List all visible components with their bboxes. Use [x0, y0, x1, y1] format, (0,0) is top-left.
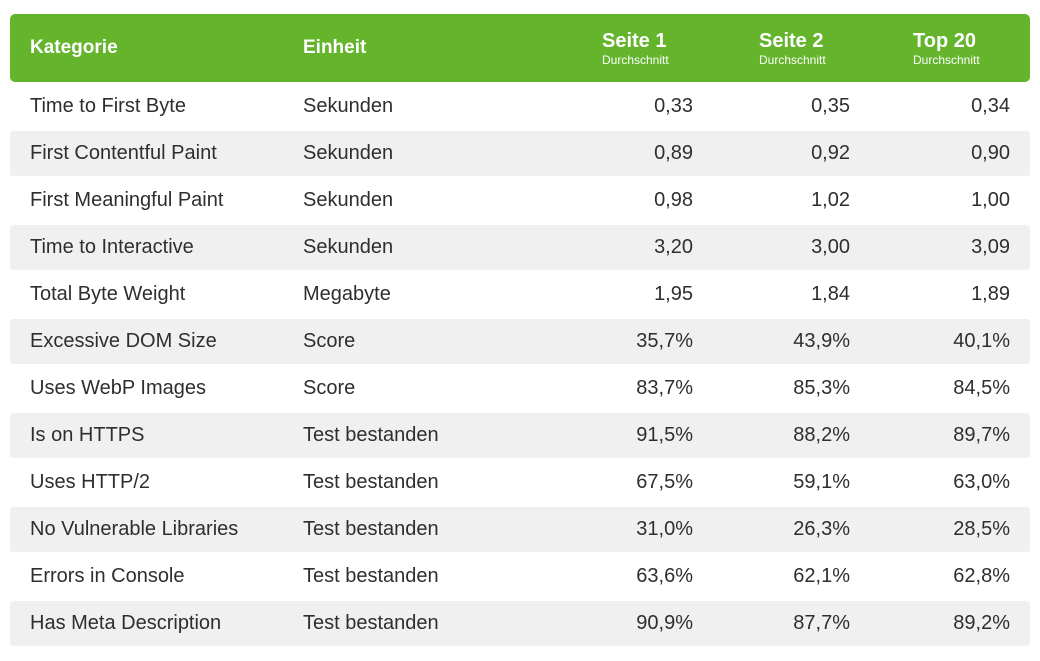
cell-top20: 1,00: [971, 189, 1010, 211]
cell-seite2: 62,1%: [793, 565, 850, 587]
header-kategorie: Kategorie: [30, 14, 118, 82]
data-table: Kategorie Einheit Seite 1 Durchschnitt S…: [10, 14, 1030, 648]
cell-seite2: 26,3%: [793, 518, 850, 540]
cell-top20: 0,34: [971, 95, 1010, 117]
table-header: Kategorie Einheit Seite 1 Durchschnitt S…: [10, 14, 1030, 82]
cell-seite2: 0,92: [811, 142, 850, 164]
table-row: Is on HTTPS Test bestanden 91,5% 88,2% 89,7%: [10, 413, 1030, 458]
header-seite1: Seite 1 Durchschnitt: [602, 14, 669, 82]
table-row: Has Meta Description Test bestanden 90,9% 8…: [10, 601, 1030, 646]
cell-seite1: 31,0%: [636, 518, 693, 540]
header-einheit: Einheit: [303, 14, 366, 82]
cell-top20: 40,1%: [953, 330, 1010, 352]
table-row: Time to Interactive Sekunden 3,20 3,00 3,09: [10, 225, 1030, 270]
cell-seite2: 3,00: [811, 236, 850, 258]
cell-kategorie: No Vulnerable Libraries: [30, 518, 239, 540]
table-row: First Meaningful Paint Sekunden 0,98 1,02 1,…: [10, 178, 1030, 223]
cell-seite1: 3,20: [654, 236, 693, 258]
cell-seite1: 90,9%: [636, 612, 693, 634]
table-row: First Contentful Paint Sekunden 0,89 0,92 0,…: [10, 131, 1030, 176]
cell-seite2: 88,2%: [793, 424, 850, 446]
cell-einheit: Test bestanden: [303, 424, 439, 446]
cell-einheit: Test bestanden: [303, 518, 439, 540]
cell-top20: 28,5%: [953, 518, 1010, 540]
table-row: Excessive DOM Size Score 35,7% 43,9% 40,1%: [10, 319, 1030, 364]
table-row: Uses WebP Images Score 83,7% 85,3% 84,5%: [10, 366, 1030, 411]
cell-top20: 89,7%: [953, 424, 1010, 446]
cell-seite2: 1,02: [811, 189, 850, 211]
cell-seite1: 1,95: [654, 283, 693, 305]
cell-seite1: 0,89: [654, 142, 693, 164]
cell-seite1: 67,5%: [636, 471, 693, 493]
table-row: No Vulnerable Libraries Test bestanden 31,…: [10, 507, 1030, 552]
header-top20-label: Top 20: [913, 30, 976, 52]
cell-einheit: Test bestanden: [303, 612, 439, 634]
cell-top20: 63,0%: [953, 471, 1010, 493]
cell-seite1: 35,7%: [636, 330, 693, 352]
header-kategorie-label: Kategorie: [30, 37, 118, 58]
header-seite1-sub: Durchschnitt: [602, 53, 669, 67]
cell-einheit: Sekunden: [303, 142, 394, 164]
table-row: Errors in Console Test bestanden 63,6% 62,1…: [10, 554, 1030, 599]
cell-seite1: 0,33: [654, 95, 693, 117]
table-row: Total Byte Weight Megabyte 1,95 1,84 1,89: [10, 272, 1030, 317]
cell-einheit: Score: [303, 330, 356, 352]
cell-top20: 89,2%: [953, 612, 1010, 634]
cell-seite1: 83,7%: [636, 377, 693, 399]
cell-seite2: 1,84: [811, 283, 850, 305]
cell-kategorie: First Meaningful Paint: [30, 189, 224, 211]
cell-einheit: Test bestanden: [303, 471, 439, 493]
cell-top20: 3,09: [971, 236, 1010, 258]
header-seite2-label: Seite 2: [759, 30, 824, 52]
cell-seite2: 87,7%: [793, 612, 850, 634]
cell-kategorie: Errors in Console: [30, 565, 185, 587]
cell-top20: 0,90: [971, 142, 1010, 164]
table-row: Time to First Byte Sekunden 0,33 0,35 0,34: [10, 84, 1030, 129]
table-body: Time to First Byte Sekunden 0,33 0,35 0,34 Fi…: [10, 84, 1030, 646]
cell-kategorie: Has Meta Description: [30, 612, 222, 634]
header-seite1-label: Seite 1: [602, 30, 667, 52]
cell-seite2: 85,3%: [793, 377, 850, 399]
cell-seite1: 0,98: [654, 189, 693, 211]
header-einheit-label: Einheit: [303, 37, 367, 58]
cell-kategorie: First Contentful Paint: [30, 142, 217, 164]
header-top20: Top 20 Durchschnitt: [913, 14, 980, 82]
cell-einheit: Sekunden: [303, 189, 394, 211]
cell-seite2: 59,1%: [793, 471, 850, 493]
table-row: Uses HTTP/2 Test bestanden 67,5% 59,1% 63,0%: [10, 460, 1030, 505]
cell-seite1: 63,6%: [636, 565, 693, 587]
cell-kategorie: Time to Interactive: [30, 236, 194, 258]
cell-seite2: 0,35: [811, 95, 850, 117]
cell-kategorie: Excessive DOM Size: [30, 330, 217, 352]
cell-kategorie: Time to First Byte: [30, 95, 186, 117]
cell-seite2: 43,9%: [793, 330, 850, 352]
cell-kategorie: Is on HTTPS: [30, 424, 145, 446]
cell-kategorie: Uses WebP Images: [30, 377, 207, 399]
cell-kategorie: Uses HTTP/2: [30, 471, 151, 493]
header-seite2-sub: Durchschnitt: [759, 53, 826, 67]
cell-top20: 1,89: [971, 283, 1010, 305]
cell-einheit: Test bestanden: [303, 565, 439, 587]
cell-einheit: Megabyte: [303, 283, 391, 305]
cell-top20: 62,8%: [953, 565, 1010, 587]
cell-top20: 84,5%: [953, 377, 1010, 399]
cell-einheit: Sekunden: [303, 236, 394, 258]
cell-kategorie: Total Byte Weight: [30, 283, 186, 305]
header-top20-sub: Durchschnitt: [913, 53, 980, 67]
header-seite2: Seite 2 Durchschnitt: [759, 14, 826, 82]
cell-einheit: Sekunden: [303, 95, 394, 117]
cell-seite1: 91,5%: [636, 424, 693, 446]
cell-einheit: Score: [303, 377, 356, 399]
